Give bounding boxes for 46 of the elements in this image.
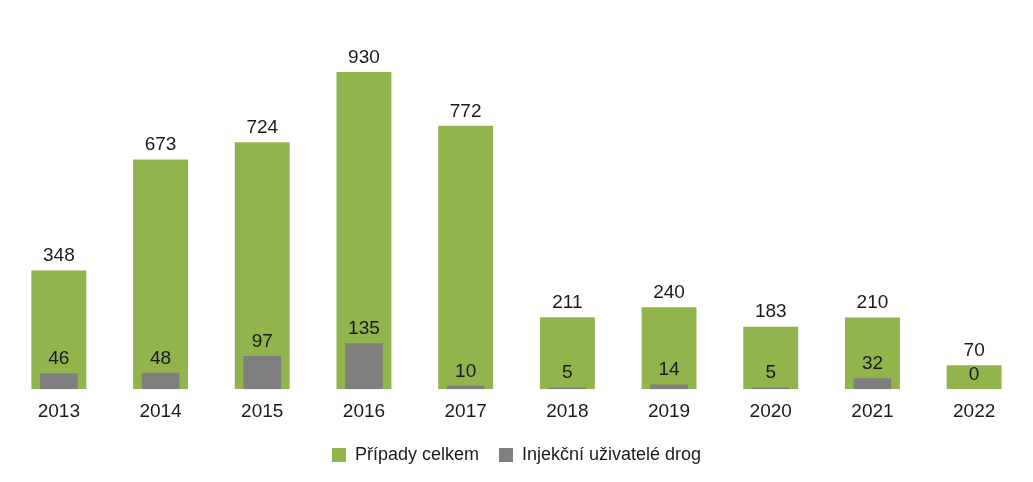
- bar: [40, 373, 78, 390]
- data-label: 930: [348, 45, 380, 67]
- x-tick-label: 2017: [444, 399, 487, 421]
- data-label: 348: [43, 244, 75, 266]
- data-label: 0: [968, 362, 980, 384]
- x-tick-label: 2015: [241, 399, 284, 421]
- data-label: 14: [658, 358, 681, 380]
- x-tick-label: 2022: [953, 399, 996, 421]
- bar: [946, 365, 1002, 390]
- data-label: 240: [653, 281, 685, 303]
- bar: [345, 343, 383, 390]
- data-label: 5: [562, 361, 573, 383]
- bar: [539, 317, 595, 390]
- data-label: 772: [449, 99, 482, 121]
- data-label: 211: [552, 290, 583, 312]
- data-label: 183: [754, 300, 787, 322]
- data-label: 673: [144, 133, 177, 155]
- bar: [650, 384, 688, 390]
- x-tick-label: 2013: [37, 399, 80, 421]
- data-label: 70: [963, 339, 985, 361]
- bar: [243, 356, 282, 390]
- data-label: 135: [348, 316, 380, 338]
- data-label: 32: [861, 352, 884, 374]
- x-tick-label: 2021: [851, 399, 894, 421]
- data-label: 210: [856, 291, 889, 313]
- bar: [438, 125, 494, 390]
- legend-label: Případy celkem: [354, 443, 479, 464]
- bar: [743, 326, 799, 390]
- bar: [133, 159, 189, 390]
- x-tick-label: 2018: [546, 399, 589, 421]
- bar: [141, 372, 180, 390]
- x-tick-label: 2016: [342, 399, 386, 421]
- data-label: 48: [149, 346, 172, 368]
- x-tick-label: 2014: [139, 399, 183, 421]
- data-label: 724: [246, 115, 279, 137]
- bar: [853, 378, 892, 390]
- x-tick-label: 2019: [647, 399, 691, 421]
- data-label: 5: [765, 361, 777, 383]
- legend-label: Injekční uživatelé drog: [521, 443, 702, 464]
- x-tick-label: 2020: [749, 399, 792, 421]
- bar: [234, 142, 290, 390]
- data-label: 97: [251, 329, 273, 351]
- data-label: 46: [48, 347, 70, 369]
- bar: [641, 307, 697, 390]
- bar: [31, 270, 87, 390]
- data-label: 10: [455, 359, 477, 381]
